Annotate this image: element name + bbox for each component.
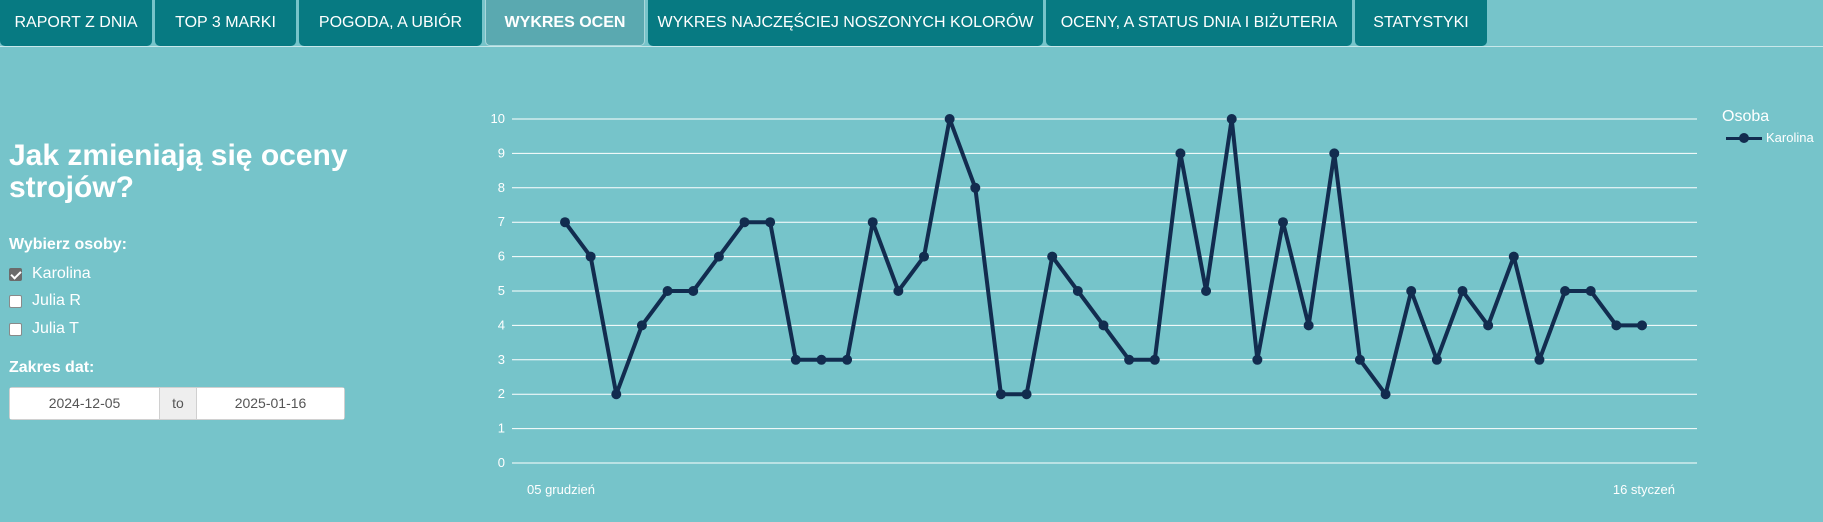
data-point[interactable] xyxy=(713,251,724,262)
date-end-input[interactable]: 2025-01-16 xyxy=(197,388,344,419)
y-tick-label: 9 xyxy=(498,145,505,160)
y-tick-label: 7 xyxy=(498,214,505,229)
data-point[interactable] xyxy=(1380,389,1391,400)
data-point[interactable] xyxy=(1278,217,1288,228)
tab-oceny-status-bizuteria[interactable]: OCENY, A STATUS DNIA I BIŻUTERIA xyxy=(1046,0,1352,46)
data-point[interactable] xyxy=(1406,286,1417,296)
data-point[interactable] xyxy=(1560,286,1571,296)
data-point[interactable] xyxy=(1431,354,1442,365)
legend-item-karolina[interactable]: Karolina xyxy=(1726,130,1814,145)
data-point[interactable] xyxy=(1329,148,1340,159)
data-point[interactable] xyxy=(1585,286,1596,296)
person-checkbox-karolina[interactable]: Karolina xyxy=(9,263,91,285)
data-point[interactable] xyxy=(1354,354,1365,365)
y-tick-label: 0 xyxy=(498,455,505,470)
data-point[interactable] xyxy=(765,217,776,228)
tab-wykres-kolorow[interactable]: WYKRES NAJCZĘŚCIEJ NOSZONYCH KOLORÓW xyxy=(648,0,1043,46)
data-point[interactable] xyxy=(636,320,647,331)
data-point[interactable] xyxy=(867,217,878,228)
person-label: Julia R xyxy=(32,292,81,309)
data-point[interactable] xyxy=(842,354,853,365)
data-point[interactable] xyxy=(1201,286,1212,296)
persons-label: Wybierz osoby: xyxy=(9,236,127,253)
data-point[interactable] xyxy=(1483,320,1494,331)
tab-bar: RAPORT Z DNIA TOP 3 MARKI POGODA, A UBIÓ… xyxy=(0,0,1823,47)
checkbox-unchecked-icon[interactable] xyxy=(9,322,22,336)
y-tick-label: 1 xyxy=(498,421,505,436)
data-point[interactable] xyxy=(1175,148,1186,159)
data-point[interactable] xyxy=(1611,320,1622,331)
legend-line-marker-icon xyxy=(1726,131,1762,145)
date-range-label: Zakres dat: xyxy=(9,359,95,376)
data-point[interactable] xyxy=(970,182,981,193)
y-tick-label: 2 xyxy=(498,386,505,401)
legend-label: Karolina xyxy=(1766,130,1814,145)
legend-title: Osoba xyxy=(1722,108,1770,125)
tab-wykres-ocen[interactable]: WYKRES OCEN xyxy=(485,0,645,46)
data-point[interactable] xyxy=(1047,251,1058,262)
data-point[interactable] xyxy=(1149,354,1160,365)
y-tick-label: 3 xyxy=(498,352,505,367)
checkbox-checked-icon[interactable] xyxy=(9,267,22,281)
data-point[interactable] xyxy=(816,354,827,365)
person-checkbox-julia-r[interactable]: Julia R xyxy=(9,290,81,312)
date-start-input[interactable]: 2024-12-05 xyxy=(10,388,159,419)
page-title: Jak zmieniają się oceny strojów? xyxy=(9,139,348,204)
data-point[interactable] xyxy=(662,286,673,296)
data-point[interactable] xyxy=(1021,389,1032,400)
data-point[interactable] xyxy=(1508,251,1519,262)
data-point[interactable] xyxy=(585,251,596,262)
data-point[interactable] xyxy=(560,217,570,228)
data-point[interactable] xyxy=(611,389,622,400)
data-point[interactable] xyxy=(1457,286,1468,296)
checkbox-unchecked-icon[interactable] xyxy=(9,294,22,308)
x-axis-start-label: 05 grudzień xyxy=(527,482,595,497)
data-point[interactable] xyxy=(1098,320,1109,331)
y-tick-label: 8 xyxy=(498,180,505,195)
data-point[interactable] xyxy=(688,286,699,296)
person-checkbox-julia-t[interactable]: Julia T xyxy=(9,318,79,340)
tab-top-3-marki[interactable]: TOP 3 MARKI xyxy=(155,0,296,46)
date-range-picker: 2024-12-05 to 2025-01-16 xyxy=(9,387,345,420)
person-label: Karolina xyxy=(32,265,91,282)
y-tick-label: 10 xyxy=(491,111,505,126)
data-point[interactable] xyxy=(944,114,955,124)
person-label: Julia T xyxy=(32,320,79,337)
data-point[interactable] xyxy=(1534,354,1545,365)
data-point[interactable] xyxy=(1072,286,1083,296)
data-point[interactable] xyxy=(739,217,750,228)
data-point[interactable] xyxy=(1124,354,1135,365)
y-tick-label: 4 xyxy=(498,317,505,332)
tab-pogoda-a-ubior[interactable]: POGODA, A UBIÓR xyxy=(299,0,482,46)
y-tick-label: 5 xyxy=(498,283,505,298)
y-tick-label: 6 xyxy=(498,249,505,264)
x-axis-end-label: 16 styczeń xyxy=(1613,482,1675,497)
data-point[interactable] xyxy=(919,251,929,262)
data-point[interactable] xyxy=(995,389,1006,400)
data-point[interactable] xyxy=(893,286,904,296)
data-point[interactable] xyxy=(1303,320,1314,331)
data-point[interactable] xyxy=(1252,354,1263,365)
data-point[interactable] xyxy=(1637,320,1647,331)
data-point[interactable] xyxy=(1226,114,1237,124)
data-point[interactable] xyxy=(790,354,801,365)
tab-raport-z-dnia[interactable]: RAPORT Z DNIA xyxy=(0,0,152,46)
tab-statystyki[interactable]: STATYSTYKI xyxy=(1355,0,1487,46)
date-range-separator: to xyxy=(159,388,197,419)
